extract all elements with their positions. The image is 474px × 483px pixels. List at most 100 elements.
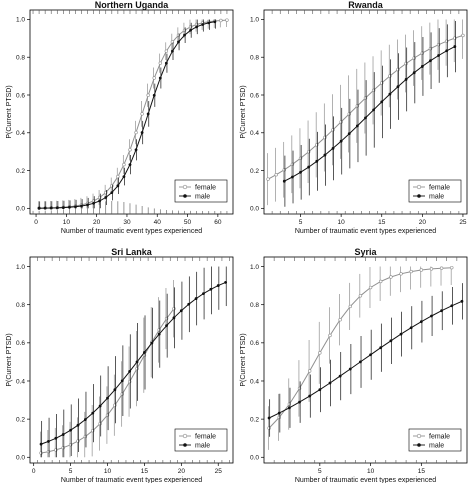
- legend-box: [408, 428, 462, 452]
- x-axis-label: Number of traumatic event types experien…: [295, 477, 436, 483]
- series-line: [284, 46, 456, 182]
- series-line: [40, 281, 226, 445]
- data-point: [164, 316, 169, 321]
- data-point: [409, 326, 413, 330]
- data-point: [315, 143, 319, 147]
- data-point: [429, 267, 434, 271]
- legend-marker: [182, 433, 188, 439]
- data-point: [172, 306, 176, 311]
- y-tick-label: 0.4: [250, 130, 259, 137]
- legend-box: [174, 428, 228, 452]
- y-tick-label: 1.0: [250, 264, 259, 271]
- data-point: [389, 339, 393, 343]
- data-point: [453, 36, 457, 40]
- data-point: [67, 205, 71, 209]
- data-point: [158, 76, 162, 80]
- data-point: [282, 179, 286, 183]
- data-point: [224, 281, 228, 284]
- data-point: [182, 28, 187, 32]
- panel-northern-uganda: Northern Uganda 0.0 0.2 0.4 0.6 0.8 1.0 0 10 20 30…: [6, 0, 234, 235]
- data-point: [187, 302, 191, 306]
- data-point: [39, 442, 43, 446]
- y-tick-label: 0.0: [16, 206, 25, 213]
- data-point: [318, 388, 322, 392]
- x-tick-label: 20: [178, 468, 186, 475]
- data-point: [104, 196, 108, 199]
- data-point: [339, 139, 343, 143]
- data-point: [389, 275, 393, 279]
- x-tick-label: 20: [93, 219, 101, 226]
- data-point: [122, 162, 126, 167]
- data-point: [364, 116, 367, 120]
- data-point: [328, 381, 332, 385]
- y-tick-label: 0.2: [16, 168, 25, 175]
- data-point: [152, 76, 156, 80]
- data-point: [177, 40, 180, 44]
- data-point: [135, 366, 139, 371]
- data-point: [128, 148, 132, 152]
- plot-frame: [29, 9, 234, 215]
- data-point: [61, 446, 65, 450]
- data-point: [68, 443, 73, 447]
- x-tick-label: 10: [338, 219, 346, 226]
- data-point: [396, 67, 400, 72]
- data-point: [91, 411, 95, 415]
- y-axis-label: P(Current PTSD): [240, 85, 247, 138]
- data-point: [105, 413, 110, 417]
- data-point: [165, 324, 168, 328]
- y-tick-label: 0.8: [250, 302, 259, 309]
- y-tick-label: 1.0: [16, 264, 25, 271]
- data-point: [43, 206, 47, 210]
- data-point: [420, 65, 424, 68]
- data-point: [183, 33, 186, 37]
- data-point: [282, 168, 286, 172]
- data-point: [368, 285, 373, 290]
- x-tick-label: 5: [299, 219, 303, 226]
- data-point: [47, 440, 50, 443]
- data-point: [140, 112, 144, 116]
- data-point: [359, 360, 362, 364]
- data-point: [201, 23, 205, 26]
- series-line: [267, 34, 464, 180]
- legend: female male: [174, 179, 228, 203]
- data-point: [195, 25, 199, 29]
- x-tick-label: 20: [419, 219, 427, 226]
- data-point: [380, 81, 384, 85]
- panel-sri-lanka: Sri Lanka 0.0 0.2 0.4 0.6 0.8 1.0 0 5 10 15 20 25 Num…: [6, 247, 234, 483]
- legend-label: female: [195, 434, 216, 441]
- legend-label: female: [429, 434, 450, 441]
- series-line: [41, 308, 175, 454]
- legend-box: [408, 179, 462, 203]
- data-point: [172, 316, 176, 320]
- data-point: [146, 112, 150, 116]
- x-tick-label: 60: [214, 219, 222, 226]
- data-point: [207, 21, 211, 25]
- x-tick-label: 40: [154, 219, 162, 226]
- data-point: [290, 162, 295, 166]
- data-point: [338, 318, 342, 322]
- data-point: [450, 265, 454, 270]
- data-point: [194, 297, 198, 300]
- y-tick-label: 0.8: [250, 55, 259, 62]
- y-tick-label: 0.4: [250, 378, 259, 385]
- legend-label: male: [429, 443, 444, 450]
- data-point: [134, 130, 138, 135]
- data-point: [106, 396, 109, 400]
- x-tick-label: 0: [32, 468, 36, 475]
- data-point: [287, 406, 291, 410]
- data-point: [437, 54, 440, 57]
- x-tick-label: 25: [215, 468, 223, 475]
- data-point: [91, 428, 95, 433]
- data-point: [379, 279, 383, 284]
- y-tick-label: 0.4: [16, 130, 25, 137]
- data-point: [225, 18, 229, 22]
- data-point: [419, 268, 424, 272]
- data-point: [266, 177, 270, 181]
- legend-marker: [183, 443, 187, 447]
- data-point: [134, 148, 138, 152]
- data-point: [76, 439, 80, 443]
- legend-marker: [182, 184, 188, 190]
- data-point: [39, 451, 43, 455]
- x-tick-label: 0: [34, 219, 38, 226]
- data-point: [135, 360, 139, 364]
